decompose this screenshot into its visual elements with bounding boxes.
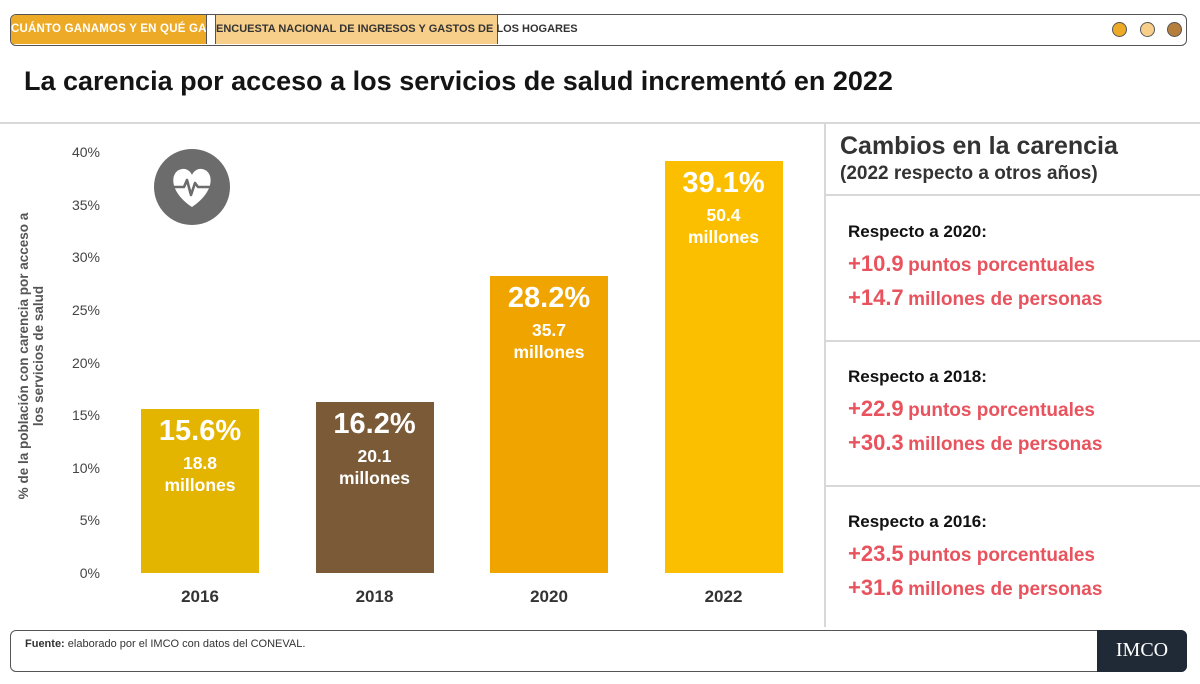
pp-change: +10.9 puntos porcentuales [848,248,1102,282]
comparison-label: Respecto a 2016: [848,512,987,531]
pp-change: +22.9 puntos porcentuales [848,393,1102,427]
panel-sep-2 [826,340,1200,342]
pp-value: +10.9 [848,251,904,276]
pp-value: +22.9 [848,396,904,421]
bar-value-label: 28.2% [507,282,591,315]
people-value: +14.7 [848,285,904,310]
bar-value-label: 16.2% [333,408,416,441]
y-tick-label: 15% [71,407,100,424]
window-dot-2[interactable] [1140,22,1155,37]
source-label: Fuente: [25,638,65,650]
y-tick-label: 10% [71,459,100,476]
y-tick-label: 30% [71,249,100,266]
y-tick-label: 20% [71,354,100,371]
panel-title: Cambios en la carencia [840,132,1118,160]
x-tick-label: 2020 [530,587,568,606]
comparison-2016: Respecto a 2016: +23.5 puntos porcentual… [848,512,1102,606]
y-tick-label: 35% [71,196,100,213]
title-divider [0,122,1200,124]
x-tick-label: 2016 [181,587,219,606]
imco-logo[interactable]: IMCO [1097,630,1187,672]
bar-value-label: 15.6% [158,414,242,447]
bar-2018: 16.2% 20.1 millones [315,402,434,573]
pp-unit: puntos porcentuales [908,255,1095,276]
page-title: La carencia por acceso a los servicios d… [24,66,893,96]
people-unit: millones de personas [908,579,1103,600]
pp-change: +23.5 puntos porcentuales [848,538,1102,572]
people-change: +31.6 millones de personas [848,572,1102,606]
panel-sep-1 [826,194,1200,196]
comparison-2018: Respecto a 2018: +22.9 puntos porcentual… [848,367,1102,461]
bar-millions-label: 20.1 millones [339,446,410,489]
footer: Fuente: elaborado por el IMCO con datos … [10,630,1187,672]
y-tick-label: 40% [71,144,100,160]
source-note: Fuente: elaborado por el IMCO con datos … [25,638,305,650]
header-bar: CUÁNTO GANAMOS Y EN QUÉ GASTAMOS ENCUEST… [10,14,1187,46]
x-tick-label: 2018 [355,587,394,606]
y-tick-label: 5% [79,512,100,529]
bar-2022: 39.1% 50.4 millones [664,161,783,573]
y-tick-label: 25% [71,301,100,318]
people-value: +30.3 [848,430,904,455]
panel-sep-3 [826,485,1200,487]
x-tick-label: 2022 [704,587,743,606]
comparison-label: Respecto a 2020: [848,222,987,241]
bar-2020: 28.2% 35.7 millones [490,276,608,573]
tab-cuanto-ganamos[interactable]: CUÁNTO GANAMOS Y EN QUÉ GASTAMOS [11,15,256,44]
bar-millions-label: 35.7 millones [513,320,585,363]
people-unit: millones de personas [908,289,1103,310]
people-change: +14.7 millones de personas [848,282,1102,316]
panel-divider [824,122,826,627]
bar-value-label: 39.1% [682,167,765,200]
people-change: +30.3 millones de personas [848,427,1102,461]
pp-unit: puntos porcentuales [908,545,1095,566]
source-text: elaborado por el IMCO con datos del CONE… [64,638,306,650]
window-dot-1[interactable] [1112,22,1127,37]
bar-millions-label: 18.8 millones [164,452,236,495]
people-value: +31.6 [848,575,904,600]
comparison-label: Respecto a 2018: [848,367,987,386]
people-unit: millones de personas [908,434,1103,455]
heart-pulse-icon [154,149,230,225]
y-tick-label: 0% [79,565,100,581]
comparison-2020: Respecto a 2020: +10.9 puntos porcentual… [848,222,1102,316]
tab-enigh[interactable]: ENCUESTA NACIONAL DE INGRESOS Y GASTOS D… [215,15,578,44]
pp-value: +23.5 [848,541,904,566]
panel-subtitle: (2022 respecto a otros años) [840,163,1098,184]
window-dot-3[interactable] [1167,22,1182,37]
bar-2016: 15.6% 18.8 millones [141,408,259,573]
bar-millions-label: 50.4 millones [688,205,759,248]
pp-unit: puntos porcentuales [908,400,1095,421]
